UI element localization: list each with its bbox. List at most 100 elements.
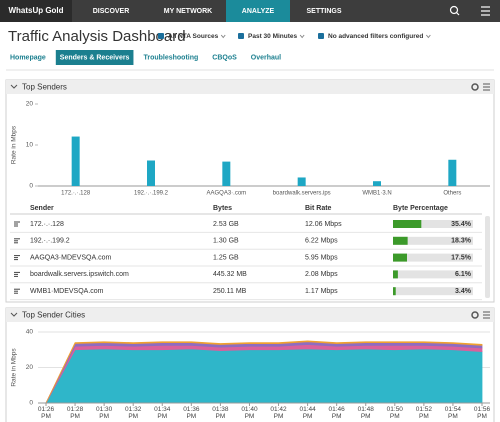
percent-track <box>393 220 473 228</box>
x-tick-label: 01:46 PM <box>328 406 345 420</box>
x-tick-label: 01:38 PM <box>212 406 229 420</box>
tab[interactable]: CBQoS <box>212 54 237 61</box>
y-tick-label: 10 <box>26 142 34 149</box>
cell: 172.·.·.128 <box>30 221 64 228</box>
x-tick-label: Others <box>443 191 461 197</box>
percent-track <box>393 236 473 245</box>
percent-bar <box>393 287 396 296</box>
collapse-icon[interactable] <box>10 84 18 89</box>
nav-item[interactable]: DISCOVER <box>93 8 130 15</box>
percent-bar <box>393 270 398 279</box>
bar <box>71 136 80 186</box>
percent-label: 3.4% <box>455 288 472 295</box>
column-header: Sender <box>30 205 54 212</box>
x-tick-label: 01:42 PM <box>270 406 287 420</box>
y-tick-label: 20 <box>26 101 34 108</box>
percent-bar <box>393 253 407 262</box>
x-tick-label: 01:32 PM <box>125 406 142 420</box>
percent-bar <box>393 220 422 228</box>
x-tick-label: 01:36 PM <box>183 406 200 420</box>
column-header: Bit Rate <box>305 205 332 212</box>
filter-icon <box>238 33 244 39</box>
x-tick-label: 01:54 PM <box>444 406 462 420</box>
percent-track <box>393 270 473 279</box>
menu-icon[interactable] <box>481 6 490 16</box>
panel-title: Top Senders <box>22 83 67 92</box>
filter[interactable]: No advanced filters configured <box>328 33 423 40</box>
gear-icon[interactable] <box>471 311 479 319</box>
nav-item[interactable]: MY NETWORK <box>164 8 212 15</box>
filter[interactable]: All NTA Sources <box>168 33 219 40</box>
panel-header <box>6 80 494 94</box>
row-icon[interactable] <box>14 238 20 244</box>
row-icon[interactable] <box>14 271 20 277</box>
bar <box>448 159 457 186</box>
x-tick-label: 01:28 PM <box>66 406 84 420</box>
cell: WMB1·MDEVSQA.com <box>30 288 104 295</box>
panel-menu[interactable] <box>483 311 490 319</box>
tab[interactable]: Overhaul <box>251 54 281 61</box>
y-axis-label: Rate in Mbps <box>11 125 18 164</box>
tab[interactable]: Homepage <box>10 54 46 61</box>
nav-item[interactable]: ANALYZE <box>242 8 275 15</box>
tab[interactable]: Senders & Receivers <box>60 54 130 61</box>
bar <box>222 161 231 186</box>
gear-icon[interactable] <box>471 83 479 91</box>
tab[interactable]: Troubleshooting <box>143 54 198 61</box>
y-tick-label: 0 <box>29 183 33 190</box>
area <box>45 340 483 404</box>
x-tick-label: 01:48 PM <box>357 406 374 420</box>
x-tick-label: 01:52 PM <box>415 406 432 420</box>
cell: 6.22 Mbps <box>305 238 338 245</box>
percent-label: 17.5% <box>451 254 472 261</box>
nav-active <box>226 0 290 22</box>
cell: 192.·.·.199.2 <box>30 238 70 245</box>
panel-header <box>6 308 494 322</box>
row-icon[interactable] <box>14 288 20 294</box>
x-tick-label: 01:26 PM <box>37 406 55 420</box>
y-tick-label: 0 <box>29 400 33 407</box>
y-tick-label: 20 <box>26 364 34 371</box>
percent-bar <box>393 236 408 245</box>
bar <box>147 160 155 186</box>
scrollbar[interactable] <box>485 216 490 298</box>
x-tick-label: 01:34 PM <box>154 406 171 420</box>
percent-track <box>393 253 473 262</box>
filter-chevron <box>220 34 226 39</box>
percent-label: 18.3% <box>451 238 472 245</box>
row-icon[interactable] <box>14 255 20 261</box>
cell: boardwalk.servers.ipswitch.com <box>30 271 129 278</box>
panel-menu[interactable] <box>483 83 490 91</box>
cell: 12.06 Mbps <box>305 221 342 228</box>
filter[interactable]: Past 30 Minutes <box>248 33 298 40</box>
cell: 1.25 GB <box>213 254 239 261</box>
filter-chevron <box>425 34 431 39</box>
cell: 250.11 MB <box>213 288 247 295</box>
x-tick-label: 01:44 PM <box>299 406 316 420</box>
x-tick-label: 01:30 PM <box>95 406 113 420</box>
column-header: Bytes <box>213 205 232 212</box>
x-tick-label: 01:56 PM <box>473 406 491 420</box>
cell: 1.30 GB <box>213 238 239 245</box>
brand: WhatsUp Gold <box>8 6 63 15</box>
cell: 1.17 Mbps <box>305 288 338 295</box>
panel <box>5 79 495 303</box>
cell: AAGQA3·MDEVSQA.com <box>30 254 111 261</box>
x-tick-label: 01:50 PM <box>386 406 403 420</box>
panel-title: Top Sender Cities <box>22 311 85 320</box>
filter-chevron <box>299 34 305 39</box>
filter-icon <box>158 33 164 39</box>
cell: 5.95 Mbps <box>305 254 338 261</box>
nav-item[interactable]: SETTINGS <box>306 8 341 15</box>
collapse-icon[interactable] <box>10 312 18 317</box>
search-icon[interactable] <box>449 5 460 16</box>
x-tick-label: 192.·.·.199.2 <box>134 191 169 197</box>
tab-active <box>55 50 134 65</box>
percent-label: 35.4% <box>451 221 472 228</box>
row-icon[interactable] <box>14 221 20 227</box>
x-tick-label: 01:40 PM <box>241 406 258 420</box>
cell: 2.08 Mbps <box>305 271 338 278</box>
cell: 445.32 MB <box>213 271 247 278</box>
